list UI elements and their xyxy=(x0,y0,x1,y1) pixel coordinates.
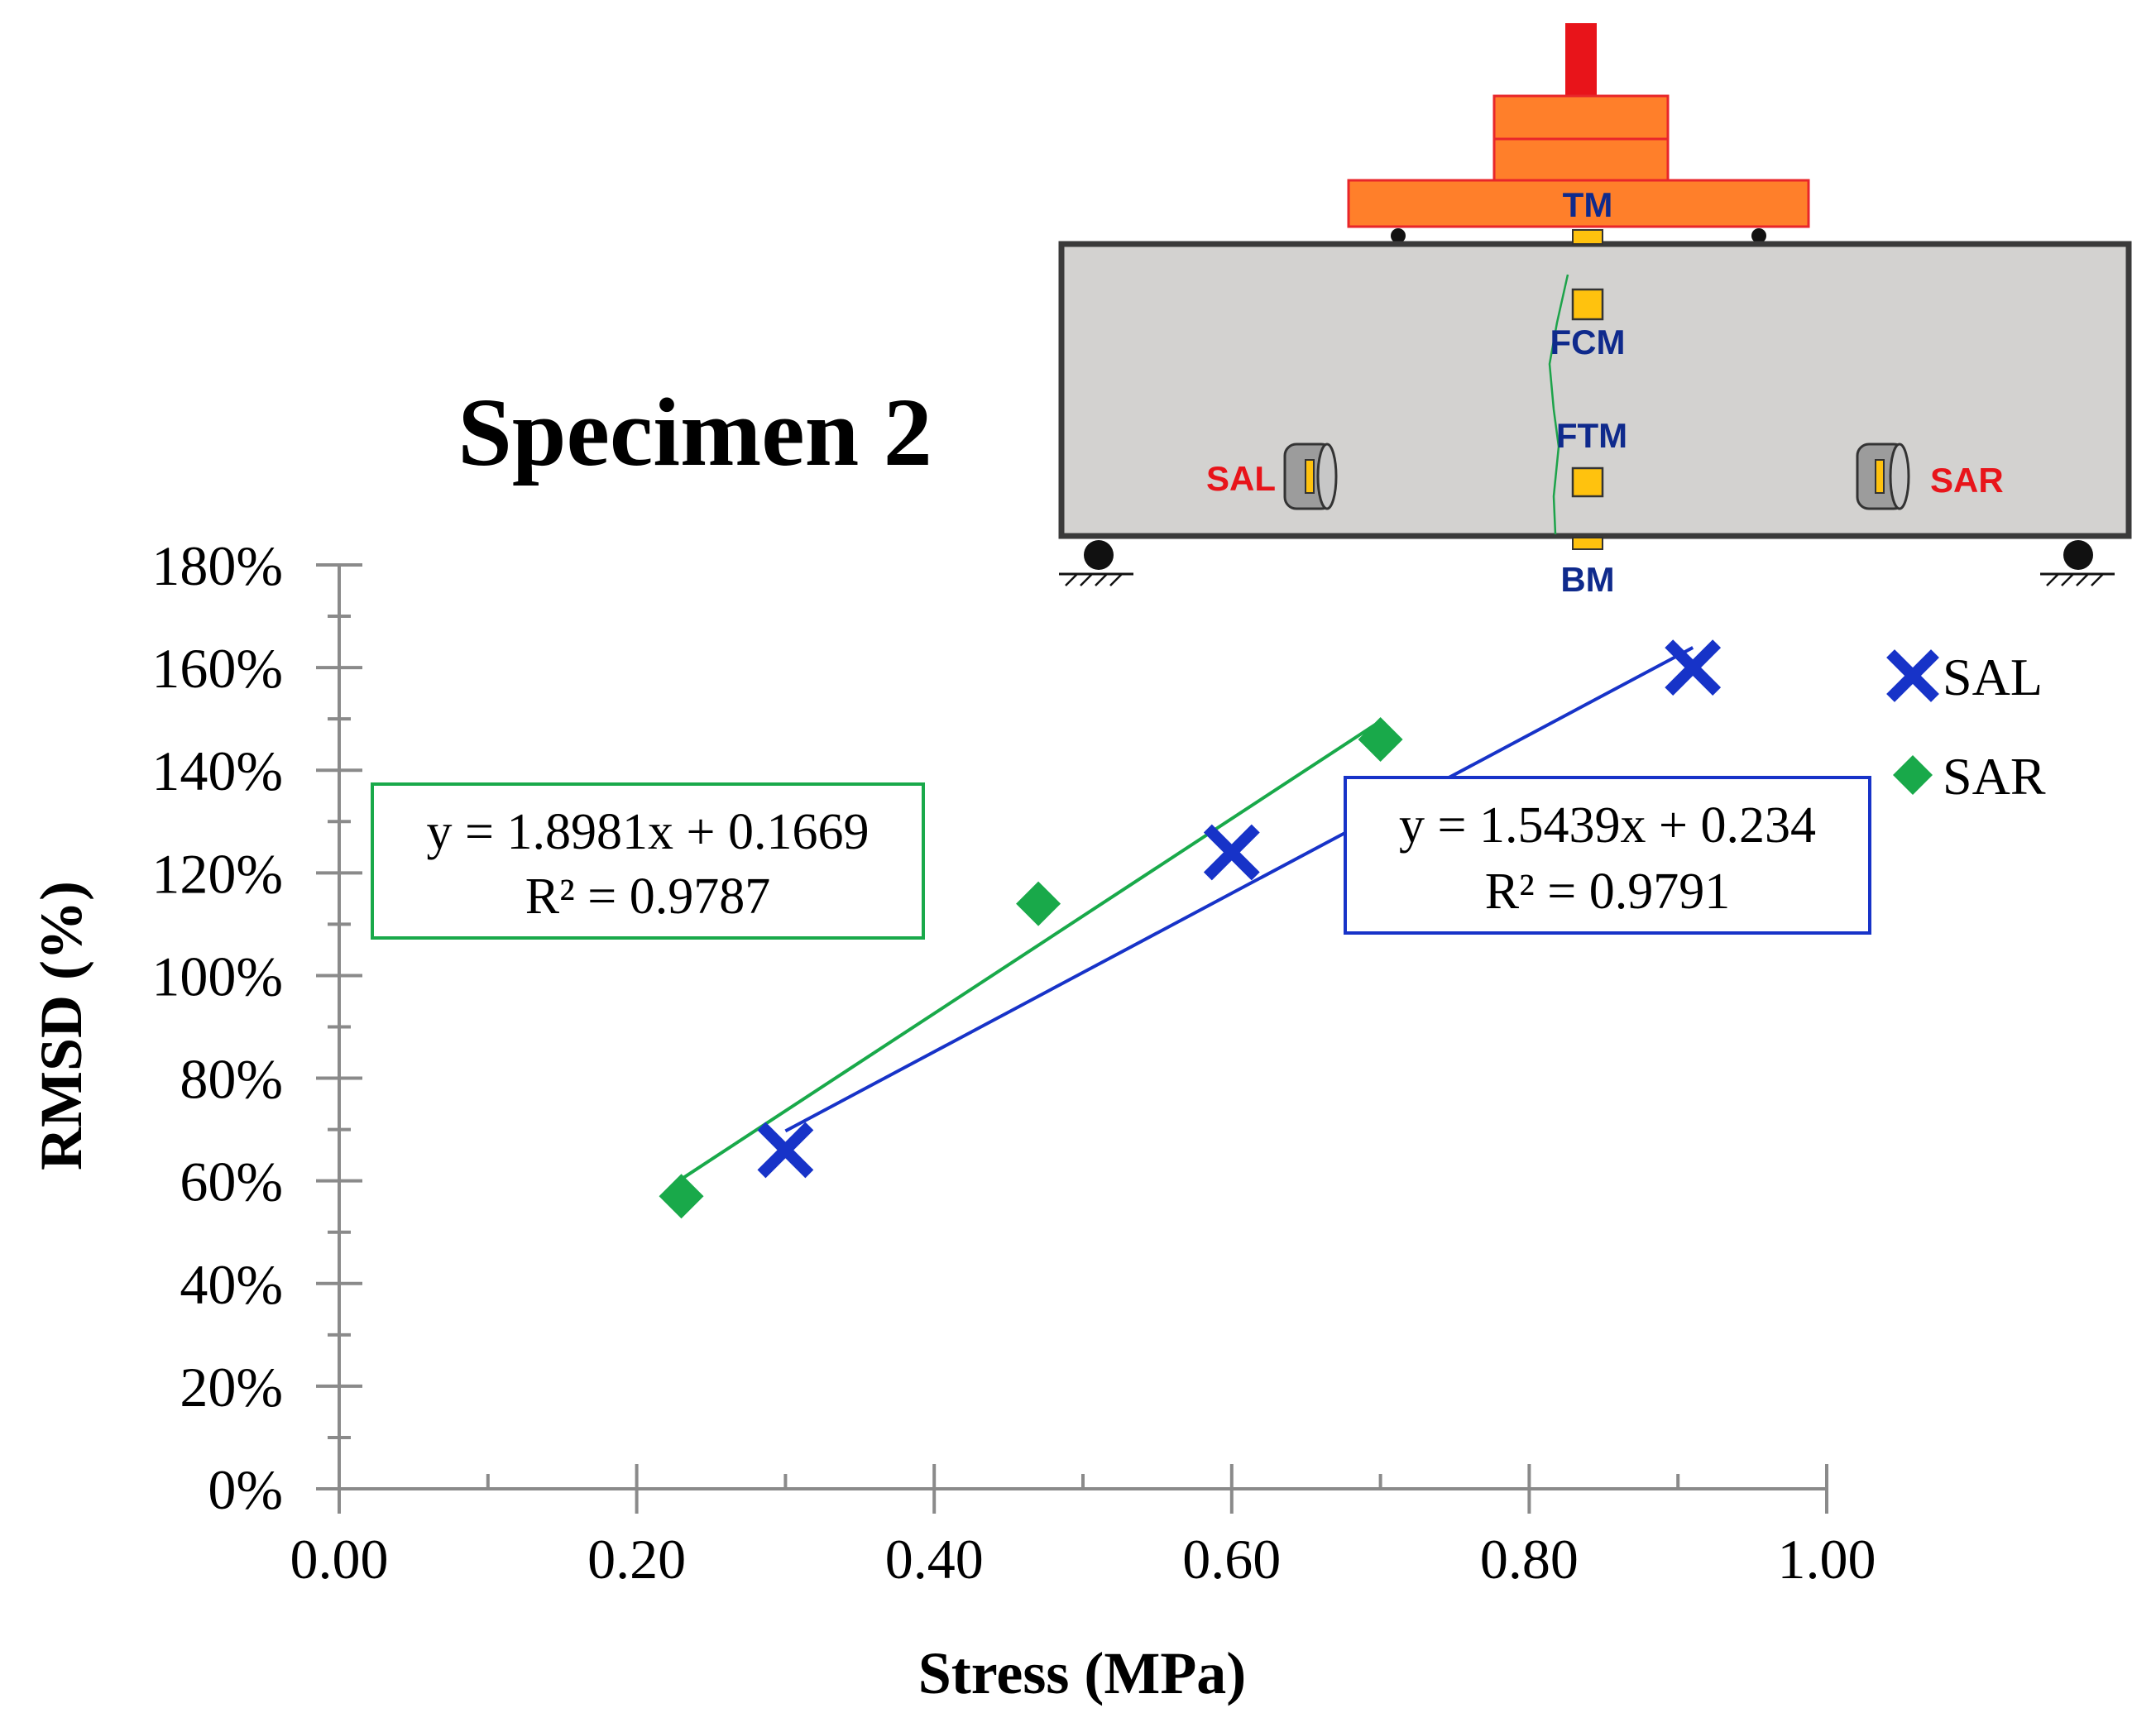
load-cell-lower xyxy=(1492,137,1670,184)
label-sar: SAR xyxy=(1930,461,2004,500)
y-tick-label: 20% xyxy=(180,1356,283,1419)
y-axis-label: RMSD (%) xyxy=(28,881,94,1170)
sal-trendline xyxy=(784,646,1694,1133)
y-tick-label: 100% xyxy=(151,945,283,1007)
label-bm: BM xyxy=(1560,560,1614,599)
load-roller-left xyxy=(1391,228,1406,243)
sar-trendline xyxy=(680,720,1382,1181)
test-setup-diagram: TM FCM FTM BM SAL SAR xyxy=(1058,23,2132,599)
legend-sar-marker xyxy=(1893,755,1933,795)
x-tick-label: 0.20 xyxy=(587,1528,686,1591)
support-right xyxy=(2040,540,2115,586)
sal-point xyxy=(757,1122,814,1179)
x-axis-label: Stress (MPa) xyxy=(918,1640,1247,1706)
x-tick-label: 0.60 xyxy=(1182,1528,1281,1591)
spreader-beam xyxy=(1347,179,1810,228)
y-tick-label: 140% xyxy=(151,739,283,802)
y-tick-label: 160% xyxy=(151,637,283,700)
sensor-fcm xyxy=(1571,288,1604,321)
support-left xyxy=(1059,540,1133,586)
plot-axes: 0% 20% 40% 60% 80% 100% 120% 140% 160% 180% 0.00 0.… xyxy=(151,534,1876,1591)
load-cell-upper xyxy=(1492,94,1670,141)
label-tm: TM xyxy=(1563,185,1613,224)
label-sal: SAL xyxy=(1206,459,1276,498)
sal-r-squared: R² = 0.9791 xyxy=(1485,864,1730,920)
y-tick-label: 0% xyxy=(208,1458,283,1521)
sal-equation: y = 1.5439x + 0.234 xyxy=(1399,797,1816,854)
sal-point xyxy=(1665,639,1722,696)
sar-point xyxy=(659,1174,704,1219)
label-fcm: FCM xyxy=(1550,323,1626,361)
x-tick-label: 0.00 xyxy=(290,1528,389,1591)
y-tick-label: 120% xyxy=(151,842,283,905)
sar-point xyxy=(1016,881,1061,926)
x-tick-label: 0.40 xyxy=(885,1528,984,1591)
sal-actuator-cylinder xyxy=(1283,443,1338,510)
load-roller-right xyxy=(1751,228,1766,243)
sar-equation-box: y = 1.8981x + 0.1669 R² = 0.9787 xyxy=(371,782,925,940)
sensor-tm xyxy=(1572,229,1603,245)
x-tick-label: 1.00 xyxy=(1778,1528,1876,1591)
legend-sal-marker xyxy=(1886,649,1939,702)
sal-point xyxy=(1203,824,1260,881)
sensor-ftm xyxy=(1571,466,1604,498)
y-tick-label: 60% xyxy=(180,1151,283,1213)
sar-r-squared: R² = 0.9787 xyxy=(525,868,770,925)
y-tick-label: 40% xyxy=(180,1253,283,1316)
sar-point xyxy=(1358,716,1403,762)
sensor-bm xyxy=(1572,537,1603,550)
flexural-crack xyxy=(1548,274,1569,535)
chart-title: Specimen 2 xyxy=(458,378,932,486)
sar-equation: y = 1.8981x + 0.1669 xyxy=(427,804,870,860)
legend: SAL SAR xyxy=(1886,648,2046,806)
label-ftm: FTM xyxy=(1556,416,1627,455)
y-tick-label: 80% xyxy=(180,1048,283,1111)
actuator xyxy=(1565,23,1597,98)
trendlines xyxy=(680,646,1694,1181)
legend-sar-label: SAR xyxy=(1943,747,2046,806)
y-tick-label: 180% xyxy=(151,534,283,597)
sar-actuator-cylinder xyxy=(1856,443,1910,510)
x-tick-label: 0.80 xyxy=(1480,1528,1579,1591)
data-points xyxy=(659,639,1722,1219)
legend-sal-label: SAL xyxy=(1943,648,2043,706)
sal-equation-box: y = 1.5439x + 0.234 R² = 0.9791 xyxy=(1344,776,1871,935)
